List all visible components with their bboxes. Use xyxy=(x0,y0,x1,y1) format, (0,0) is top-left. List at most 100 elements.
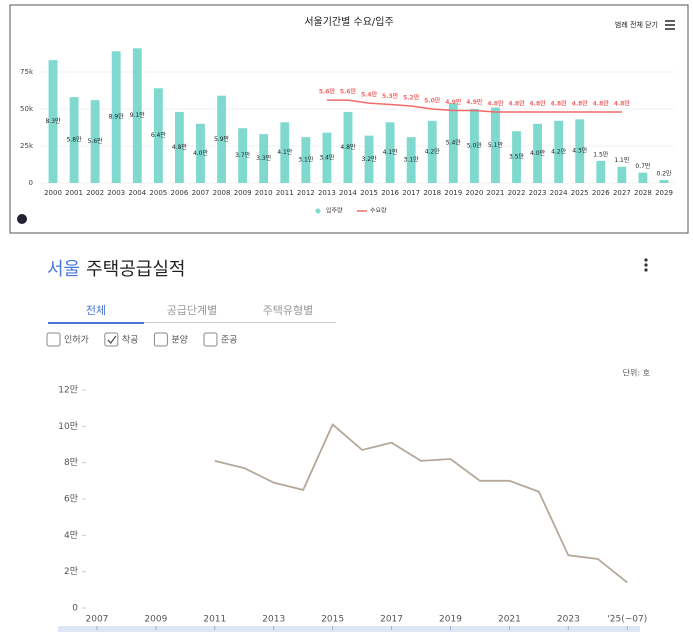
x-tick-label: 2004 xyxy=(128,189,146,197)
bar-value-label: 3.3만 xyxy=(256,154,272,162)
bar xyxy=(196,123,205,183)
bar-value-label: 0.2만 xyxy=(656,170,672,178)
chart-title: 서울기간별 수요/입주 xyxy=(304,15,393,28)
line-value-label: 4.8만 xyxy=(572,99,589,107)
bar-value-label: 5.0만 xyxy=(467,142,483,150)
y-tick-label: 4만 xyxy=(64,530,78,541)
x-tick-label: 2009 xyxy=(144,615,167,625)
x-tick-label: 2019 xyxy=(439,615,462,625)
bar-value-label: 4.8만 xyxy=(172,143,188,151)
line-value-label: 4.8만 xyxy=(487,99,504,107)
bar xyxy=(301,137,311,183)
x-tick-label: 2001 xyxy=(65,189,83,197)
y-tick-label: 10만 xyxy=(58,421,78,432)
filter-checkbox[interactable]: 분양 xyxy=(153,332,188,347)
bar xyxy=(596,160,606,183)
legend-item[interactable]: 입주량 xyxy=(315,207,344,215)
x-tick-label: 2002 xyxy=(86,189,104,197)
x-tick-label: 2003 xyxy=(107,189,125,197)
line-value-label: 4.8만 xyxy=(530,99,547,107)
tab-underline xyxy=(144,322,240,323)
y-tick-label: 8만 xyxy=(64,457,78,468)
bar-value-label: 3.1만 xyxy=(404,156,420,164)
line-value-label: 5.4만 xyxy=(361,91,378,99)
x-tick-label: 2027 xyxy=(613,189,631,197)
bar-value-label: 4.1만 xyxy=(277,148,293,156)
line-value-label: 4.8만 xyxy=(551,99,568,107)
filter-label: 준공 xyxy=(221,335,238,346)
legend-item[interactable]: 수요량 xyxy=(357,208,387,215)
bar xyxy=(259,134,269,183)
bar-value-label: 4.2만 xyxy=(425,147,441,155)
bar xyxy=(575,119,585,183)
line-series xyxy=(214,423,628,584)
section-title: 서울 주택공급실적 xyxy=(47,259,185,280)
bar xyxy=(322,132,332,183)
bar xyxy=(48,60,58,183)
x-tick-label: 2024 xyxy=(550,189,568,197)
bar xyxy=(111,51,121,183)
axis-stripe xyxy=(58,626,640,632)
title-region: 서울 xyxy=(47,259,80,280)
unit-label: 단위: 호 xyxy=(623,368,650,378)
bar xyxy=(638,172,648,183)
y-tick-label: 25k xyxy=(20,142,34,150)
bar xyxy=(238,128,248,183)
line-value-label: 4.8만 xyxy=(593,99,610,107)
bar-value-label: 5.1만 xyxy=(488,141,504,149)
bar-value-label: 3.7만 xyxy=(235,151,251,159)
filter-label: 착공 xyxy=(122,335,139,346)
bar-value-label: 4.1만 xyxy=(383,148,399,156)
checkbox xyxy=(46,332,61,347)
x-tick-label: 2019 xyxy=(444,189,462,197)
line-value-label: 5.2만 xyxy=(403,94,420,102)
tab[interactable]: 전체 xyxy=(86,304,106,317)
filter-checkbox[interactable]: 착공 xyxy=(104,332,139,347)
bar xyxy=(491,107,500,183)
x-tick-label: '25(~07) xyxy=(607,615,647,625)
line-value-label: 5.6만 xyxy=(340,88,357,96)
line-value-label: 4.9만 xyxy=(445,98,462,106)
filter-checkbox[interactable]: 준공 xyxy=(203,332,238,347)
bar-value-label: 9.1만 xyxy=(130,111,146,119)
tab[interactable]: 주택유형별 xyxy=(263,304,314,317)
checkbox xyxy=(153,332,168,347)
bar-value-label: 0.7만 xyxy=(635,162,651,170)
x-tick-label: 2016 xyxy=(381,189,399,197)
bar xyxy=(364,135,374,183)
tab[interactable]: 공급단계별 xyxy=(167,304,218,317)
x-tick-label: 2015 xyxy=(360,189,378,197)
bar-value-label: 5.4만 xyxy=(446,139,462,147)
x-tick-label: 2029 xyxy=(655,189,673,197)
x-tick-label: 2023 xyxy=(557,615,580,625)
checkmark xyxy=(107,335,117,345)
line-value-label: 4.8만 xyxy=(508,99,525,107)
more-icon[interactable] xyxy=(644,258,648,272)
bar xyxy=(617,166,627,183)
bar xyxy=(533,123,543,183)
bar-value-label: 4.2만 xyxy=(551,147,567,155)
bar xyxy=(280,122,290,183)
bar-value-label: 5.9만 xyxy=(214,135,230,143)
x-tick-label: 2018 xyxy=(423,189,441,197)
bar xyxy=(174,111,184,183)
bar xyxy=(90,100,100,183)
line-value-label: 5.6만 xyxy=(319,88,336,96)
x-tick-label: 2005 xyxy=(149,189,167,197)
filter-checkbox[interactable]: 인허가 xyxy=(46,332,89,347)
bar xyxy=(343,111,353,183)
tab-underline xyxy=(240,322,336,323)
y-tick-label: 12만 xyxy=(58,385,78,396)
x-tick-label: 2008 xyxy=(213,189,231,197)
x-tick-label: 2015 xyxy=(321,615,344,625)
bar-value-label: 1.1만 xyxy=(614,156,630,164)
x-tick-label: 2017 xyxy=(380,615,403,625)
bar xyxy=(427,120,437,183)
tab-underline xyxy=(48,322,144,324)
bar xyxy=(132,48,142,183)
menu-icon[interactable] xyxy=(665,20,675,30)
legend-toggle[interactable]: 범례 전체 닫기 xyxy=(615,20,658,29)
x-tick-label: 2017 xyxy=(402,189,420,197)
bar xyxy=(448,103,458,183)
